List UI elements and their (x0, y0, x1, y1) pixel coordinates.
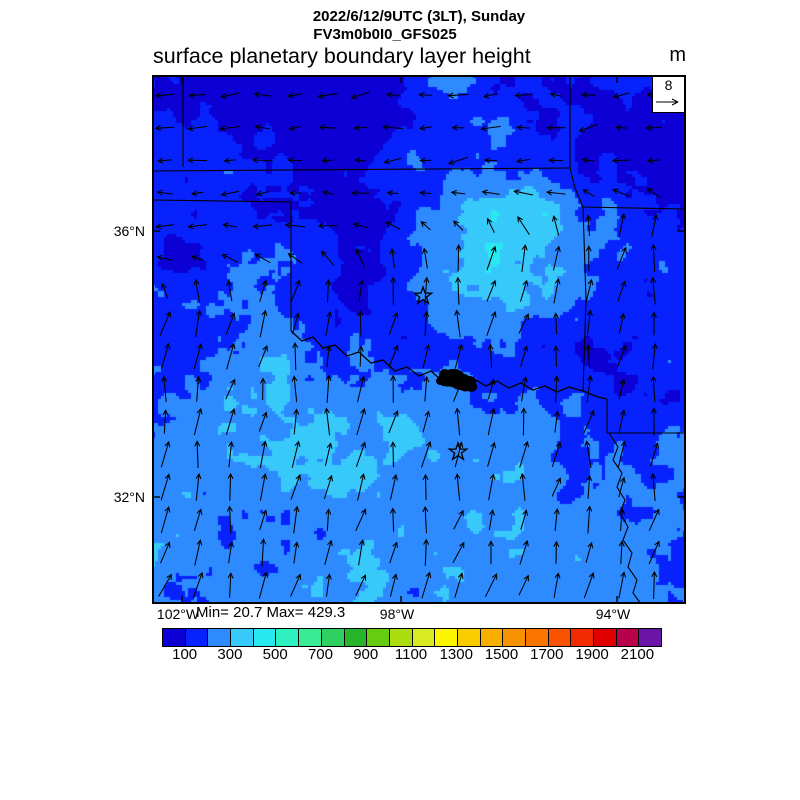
axis-ticks (152, 75, 686, 604)
colorbar-cell (231, 629, 254, 646)
colorbar-tick-label: 1700 (530, 646, 564, 663)
map-overlay (152, 75, 686, 604)
colorbar-tick-label: 1900 (575, 646, 609, 663)
map-frame (152, 75, 686, 604)
colorbar-cell (480, 629, 504, 646)
colorbar (162, 628, 662, 647)
lake-texoma (435, 369, 478, 392)
colorbar-tick-label: 1100 (394, 646, 428, 663)
colorbar-cell (616, 629, 640, 646)
colorbar-tick-label: 2100 (620, 646, 655, 663)
colorbar-cell (435, 629, 458, 646)
lon-tick-label: 102°W (156, 606, 200, 622)
colorbar-cell (457, 629, 481, 646)
red-river-border (290, 330, 608, 400)
colorbar-cell (503, 629, 526, 646)
plot-title: surface planetary boundary layer height (153, 44, 531, 68)
colorbar-tick-label: 1500 (484, 646, 519, 663)
model-run-label: FV3m0b0I0_GFS025 (313, 26, 457, 43)
colorbar-cell (571, 629, 595, 646)
wind-vectors (154, 91, 662, 600)
wind-reference-value: 8 (664, 77, 673, 93)
colorbar-cell (321, 629, 345, 646)
valid-time-label: 2022/6/12/9UTC (3LT), Sunday (312, 8, 526, 25)
colorbar-tick-label: 300 (217, 646, 243, 663)
colorbar-tick-label: 500 (262, 646, 288, 663)
colorbar-cell (253, 629, 277, 646)
map-panel: 8 (152, 75, 686, 604)
lon-tick-label: 98°W (379, 606, 415, 622)
colorbar-cell (344, 629, 368, 646)
colorbar-cell (412, 629, 436, 646)
lat-tick-label-32n: 32°N (113, 489, 145, 505)
wind-reference-box: 8 (652, 76, 685, 113)
colorbar-cell (526, 629, 549, 646)
colorbar-cell (185, 629, 209, 646)
colorbar-cell (367, 629, 390, 646)
colorbar-tick-label: 900 (353, 646, 379, 663)
minmax-stats-label: Min= 20.7 Max= 429.3 (196, 604, 346, 621)
colorbar-tick-label: 700 (307, 646, 333, 663)
colorbar-tick-label: 1300 (439, 646, 473, 663)
station-star-icon (412, 284, 434, 306)
colorbar-cell (389, 629, 413, 646)
colorbar-cell (594, 629, 617, 646)
colorbar-cell (548, 629, 572, 646)
colorbar-cell (276, 629, 300, 646)
wind-reference-arrow-icon (656, 98, 679, 106)
colorbar-cell (299, 629, 322, 646)
lon-tick-label: 94°W (595, 606, 631, 622)
state-borders (152, 75, 686, 604)
colorbar-cell (208, 629, 232, 646)
colorbar-cell (639, 629, 662, 646)
lat-tick-label-36n: 36°N (113, 223, 145, 239)
pbl-height-field (152, 75, 686, 604)
colorbar-tick-label: 100 (172, 646, 198, 663)
colorbar-cell (163, 629, 186, 646)
unit-label: m (669, 44, 686, 66)
